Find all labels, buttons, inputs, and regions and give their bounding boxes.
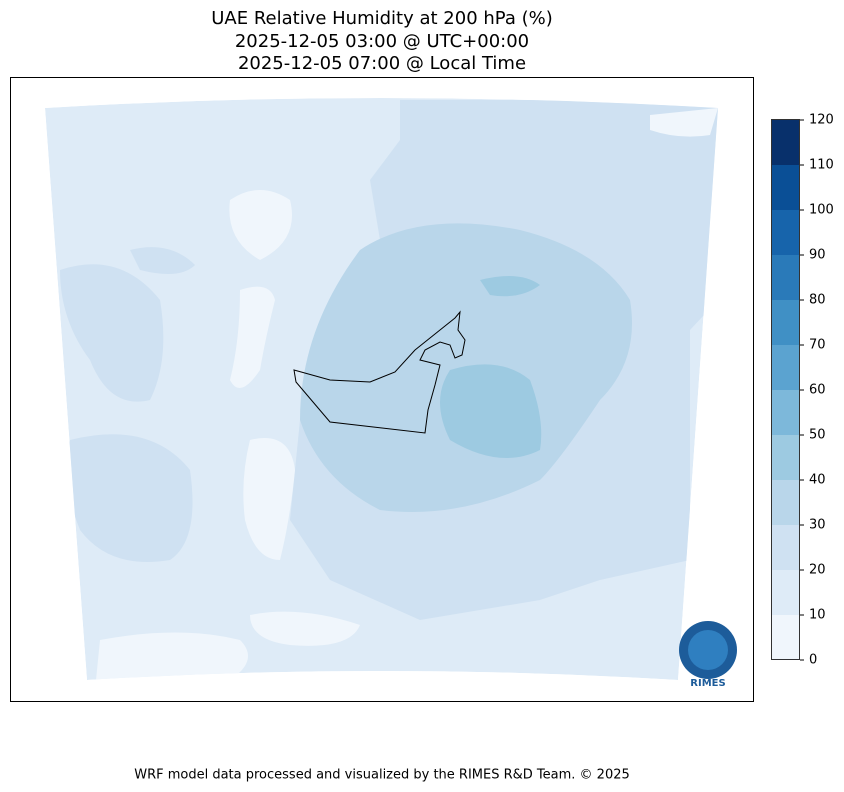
colorbar-tick-label: 90 [809,248,826,263]
colorbar: 0 10 20 30 40 50 60 70 80 90 100 110 120 [772,113,834,668]
field-area [480,276,540,297]
field-area [250,611,360,646]
colorbar-segment [772,210,799,255]
colorbar-segment [772,120,799,165]
colorbar-tick-label: 20 [809,563,826,578]
title-line: 2025-12-05 03:00 @ UTC+00:00 [235,31,529,52]
colorbar-segment [772,165,799,210]
title-line: 2025-12-05 07:00 @ Local Time [238,53,526,74]
logo-emblem [688,630,728,670]
colorbar-segment [772,345,799,390]
field-area [95,632,248,680]
map-frame [10,77,754,702]
field-area [130,247,195,274]
colorbar-tick-label: 110 [809,158,834,173]
colorbar-tick-label: 0 [809,653,817,668]
colorbar-segment [772,255,799,300]
logo-text: RIMES [690,678,725,689]
colorbar-segment [772,435,799,480]
colorbar-segment [772,390,799,435]
colorbar-segment [772,615,799,660]
field-area [230,286,275,388]
colorbar-tick-label: 70 [809,338,826,353]
colorbar-segment [772,570,799,615]
colorbar-tick-label: 40 [809,473,826,488]
field-area [243,438,295,560]
title-line: UAE Relative Humidity at 200 hPa (%) [211,8,552,29]
field-area [229,190,292,260]
field-area [650,108,718,137]
colorbar-frame [771,119,800,660]
map [45,98,718,680]
footer: WRF model data processed and visualized … [134,768,630,783]
colorbar-tick-label: 80 [809,293,826,308]
colorbar-segment [772,525,799,570]
field-area [66,434,193,562]
colorbar-tick-label: 120 [809,113,834,128]
colorbar-tick-label: 100 [809,203,834,218]
colorbar-tick-label: 60 [809,383,826,398]
colorbar-tick-label: 10 [809,608,826,623]
colorbar-segment [772,480,799,525]
colorbar-segment [772,300,799,345]
logo: RIMES [679,621,737,689]
field-area [60,264,164,402]
field-area [440,364,542,458]
colorbar-tick-label: 30 [809,518,826,533]
country-outline [293,310,466,434]
colorbar-tick-label: 50 [809,428,826,443]
